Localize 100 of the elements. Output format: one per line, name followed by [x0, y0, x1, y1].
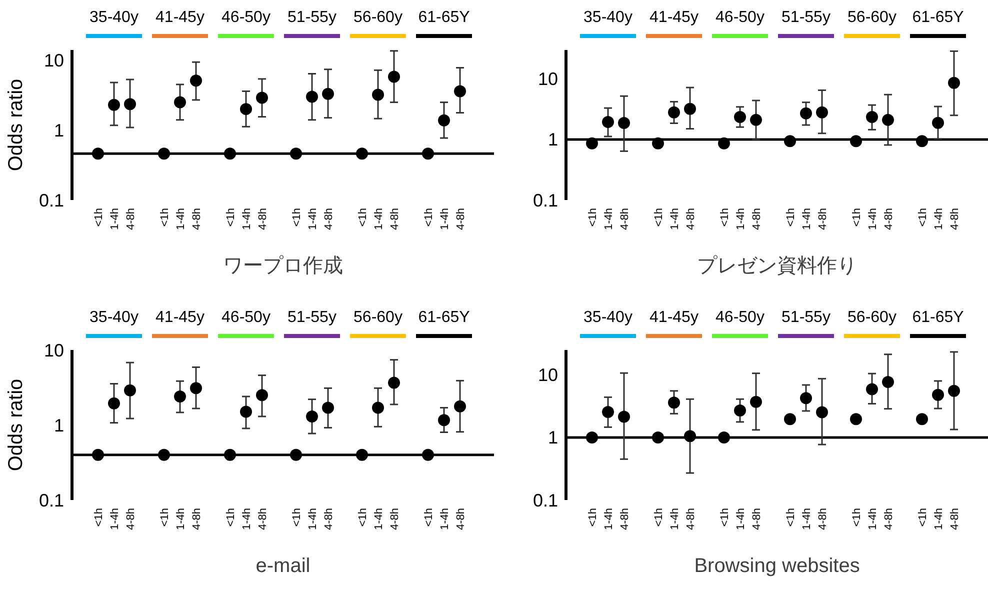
x-axis-title: プレゼン資料作り: [697, 255, 857, 277]
x-tick-label: 4-8h: [124, 508, 137, 530]
x-tick-label: 1-4h: [174, 508, 187, 530]
x-tick-label: 4-8h: [454, 508, 467, 530]
x-axis-title: ワープロ作成: [223, 255, 343, 277]
y-axis-title: Odds ratio: [5, 378, 27, 472]
y-tick-label: 1: [54, 415, 64, 436]
x-tick-label: 4-8h: [618, 508, 631, 530]
x-tick-label: <1h: [158, 208, 171, 227]
x-tick-label: 1-4h: [108, 208, 121, 230]
x-tick-label: <1h: [356, 208, 369, 227]
x-tick-label: 1-4h: [372, 508, 385, 530]
x-tick-label: <1h: [586, 208, 599, 227]
x-tick-label: <1h: [290, 208, 303, 227]
x-tick-label: <1h: [850, 208, 863, 227]
text: 41-45y: [650, 309, 698, 326]
x-tick-label: 4-8h: [684, 508, 697, 530]
x-tick-label: <1h: [224, 208, 237, 227]
text: 41-45y: [156, 9, 204, 26]
x-tick-label: <1h: [92, 208, 105, 227]
x-tick-label: 1-4h: [602, 508, 615, 530]
y-tick-label: 10: [44, 340, 64, 360]
text: 61-65Y: [912, 9, 964, 26]
text: 46-50y: [716, 309, 764, 326]
x-tick-label: <1h: [784, 208, 797, 227]
x-tick-label: 4-8h: [816, 508, 829, 530]
x-tick-label: 4-8h: [190, 208, 203, 230]
text: 41-45y: [650, 9, 698, 26]
y-tick-label: 0.1: [532, 490, 558, 510]
x-tick-label: 4-8h: [618, 208, 631, 230]
x-tick-label: <1h: [158, 508, 171, 527]
x-tick-label: 4-8h: [256, 208, 269, 230]
text: 56-60y: [848, 9, 896, 26]
text: 35-40y: [90, 9, 138, 26]
x-tick-label: 4-8h: [322, 208, 335, 230]
x-tick-label: 1-4h: [668, 208, 681, 230]
text: 46-50y: [716, 9, 764, 26]
x-tick-label: 1-4h: [438, 208, 451, 230]
y-tick-label: 0.1: [38, 190, 64, 210]
x-tick-label: <1h: [850, 508, 863, 527]
x-tick-label: 4-8h: [948, 508, 961, 530]
text: 51-55y: [288, 9, 336, 26]
x-axis-title: e-mail: [256, 555, 310, 577]
text: 61-65Y: [418, 9, 470, 26]
y-tick-label: 1: [548, 428, 558, 448]
x-tick-label: 4-8h: [684, 208, 697, 230]
x-tick-label: 4-8h: [948, 208, 961, 230]
x-tick-label: 4-8h: [124, 208, 137, 230]
text: 46-50y: [222, 9, 270, 26]
y-tick-label: 0.1: [532, 190, 558, 210]
x-tick-label: <1h: [718, 508, 731, 527]
x-tick-label: 4-8h: [388, 208, 401, 230]
x-tick-label: <1h: [784, 508, 797, 527]
text: 51-55y: [288, 309, 336, 326]
x-tick-label: 1-4h: [372, 208, 385, 230]
text: 35-40y: [90, 309, 138, 326]
x-tick-label: 4-8h: [454, 208, 467, 230]
text: 41-45y: [156, 309, 204, 326]
y-tick-label: 10: [538, 365, 558, 386]
text: 35-40y: [584, 309, 632, 326]
x-tick-label: <1h: [422, 208, 435, 227]
x-tick-label: 1-4h: [438, 508, 451, 530]
x-tick-label: 4-8h: [388, 508, 401, 530]
y-tick-label: 10: [538, 69, 558, 90]
x-tick-label: 1-4h: [800, 508, 813, 530]
x-tick-label: <1h: [290, 508, 303, 527]
y-tick-label: 10: [44, 50, 64, 71]
x-tick-label: <1h: [652, 208, 665, 227]
y-tick-label: 1: [548, 130, 558, 150]
y-tick-label: 0.1: [38, 490, 64, 510]
x-tick-label: 4-8h: [882, 208, 895, 230]
x-tick-label: 1-4h: [108, 508, 121, 530]
y-axis-title: Odds ratio: [5, 78, 27, 172]
x-tick-label: <1h: [356, 508, 369, 527]
text: 61-65Y: [418, 309, 470, 326]
x-tick-label: 1-4h: [734, 208, 747, 230]
x-axis-title: Browsing websites: [694, 555, 860, 577]
x-tick-label: 1-4h: [932, 208, 945, 230]
x-tick-label: 4-8h: [750, 508, 763, 530]
x-tick-label: 1-4h: [240, 508, 253, 530]
x-tick-label: 1-4h: [932, 508, 945, 530]
x-tick-label: 4-8h: [882, 508, 895, 530]
text: 46-50y: [222, 309, 270, 326]
x-tick-label: 4-8h: [322, 508, 335, 530]
x-tick-label: 4-8h: [816, 208, 829, 230]
text: 56-60y: [848, 309, 896, 326]
x-tick-label: 1-4h: [306, 208, 319, 230]
x-tick-label: 1-4h: [734, 508, 747, 530]
x-tick-label: 1-4h: [174, 208, 187, 230]
x-tick-label: 1-4h: [602, 208, 615, 230]
x-tick-label: <1h: [916, 208, 929, 227]
x-tick-label: <1h: [586, 508, 599, 527]
text: 51-55y: [782, 309, 830, 326]
x-tick-label: 4-8h: [256, 508, 269, 530]
x-tick-label: <1h: [718, 208, 731, 227]
x-tick-label: 1-4h: [866, 208, 879, 230]
x-tick-label: 4-8h: [750, 208, 763, 230]
x-tick-label: 1-4h: [866, 508, 879, 530]
x-tick-label: <1h: [422, 508, 435, 527]
x-tick-label: 4-8h: [190, 508, 203, 530]
